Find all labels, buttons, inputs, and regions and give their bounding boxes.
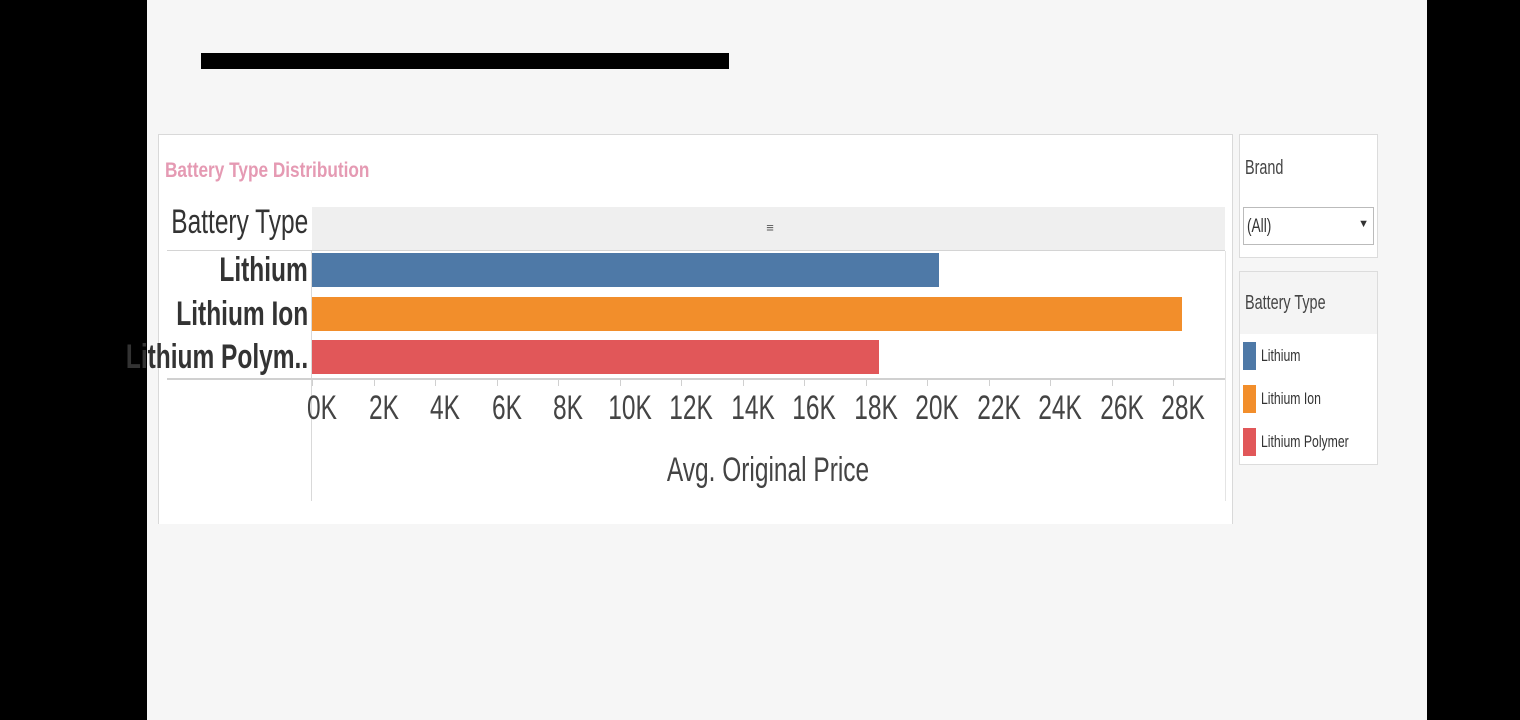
x-tick-label: 28K	[1161, 389, 1205, 427]
x-axis-title: Avg. Original Price	[666, 451, 870, 489]
header-divider	[167, 250, 1225, 251]
x-tick-mark	[1111, 380, 1113, 386]
bar[interactable]	[312, 340, 879, 374]
x-tick-label: 8K	[553, 389, 583, 427]
x-tick-label: 4K	[430, 389, 460, 427]
category-label[interactable]: Lithium Ion	[176, 294, 308, 333]
legend-item[interactable]: Lithium Polymer	[1243, 428, 1375, 456]
x-tick-label: 24K	[1038, 389, 1082, 427]
sort-icon[interactable]: ≡	[766, 220, 774, 235]
x-tick-label: 0K	[307, 389, 337, 427]
legend-swatch	[1243, 342, 1256, 370]
legend-label: Lithium	[1261, 346, 1301, 365]
legend-label: Lithium Polymer	[1261, 432, 1349, 451]
x-tick-label: 6K	[491, 389, 522, 427]
x-tick-mark	[312, 380, 313, 386]
x-tick-mark	[804, 380, 805, 386]
x-tick-label: 14K	[730, 389, 775, 427]
x-tick-label: 26K	[1099, 389, 1144, 427]
dashboard-canvas: Battery Type Distribution ≡ Battery Type…	[126, 0, 1427, 720]
x-tick-mark	[619, 380, 621, 386]
column-header-strip	[312, 207, 1225, 250]
legend-header	[1240, 272, 1377, 334]
brand-dropdown-value: (All)	[1247, 216, 1272, 237]
x-tick-mark	[1050, 380, 1051, 386]
x-tick-mark	[742, 380, 744, 386]
category-label[interactable]: Lithium Polym..	[125, 338, 308, 376]
legend-label: Lithium Ion	[1261, 389, 1321, 408]
brand-dropdown[interactable]: (All) ▼	[1243, 207, 1374, 245]
legend-item[interactable]: Lithium Ion	[1243, 385, 1375, 413]
chart-title: Battery Type Distribution	[165, 159, 370, 182]
chevron-down-icon[interactable]: ▼	[1358, 218, 1369, 230]
legend-swatch	[1243, 428, 1256, 456]
y-axis-line	[311, 251, 312, 501]
x-tick-label: 22K	[976, 389, 1021, 427]
x-tick-label: 10K	[607, 389, 652, 427]
legend-card: Battery Type Lithium Lithium Ion Lithium P…	[1239, 271, 1378, 465]
x-tick-mark	[373, 380, 375, 386]
x-tick-mark	[558, 380, 559, 386]
x-tick-label: 12K	[669, 389, 713, 427]
row-header-label[interactable]: Battery Type	[171, 203, 308, 241]
redacted-title-bar	[201, 53, 729, 69]
legend-item[interactable]: Lithium	[1243, 342, 1375, 370]
bar[interactable]	[312, 253, 939, 287]
legend-swatch	[1243, 385, 1256, 413]
brand-filter-title: Brand	[1245, 157, 1284, 179]
x-tick-label: 18K	[853, 389, 898, 427]
x-tick-label: 16K	[792, 389, 836, 427]
x-tick-mark	[435, 380, 436, 386]
x-tick-mark	[865, 380, 867, 386]
brand-filter-card: Brand (All) ▼	[1239, 134, 1378, 258]
x-tick-mark	[496, 380, 498, 386]
legend-title: Battery Type	[1245, 292, 1326, 314]
category-label[interactable]: Lithium	[219, 251, 308, 289]
x-tick-mark	[681, 380, 682, 386]
bar[interactable]	[312, 296, 1182, 331]
chart-panel: Battery Type Distribution ≡ Battery Type…	[126, 134, 1233, 524]
x-tick-label: 20K	[915, 389, 959, 427]
x-tick-mark	[927, 380, 928, 386]
x-axis-line	[167, 378, 1225, 380]
x-tick-label: 2K	[368, 389, 399, 427]
plot-right-edge	[1225, 251, 1226, 501]
x-tick-mark	[988, 380, 990, 386]
x-tick-mark	[1173, 380, 1174, 386]
